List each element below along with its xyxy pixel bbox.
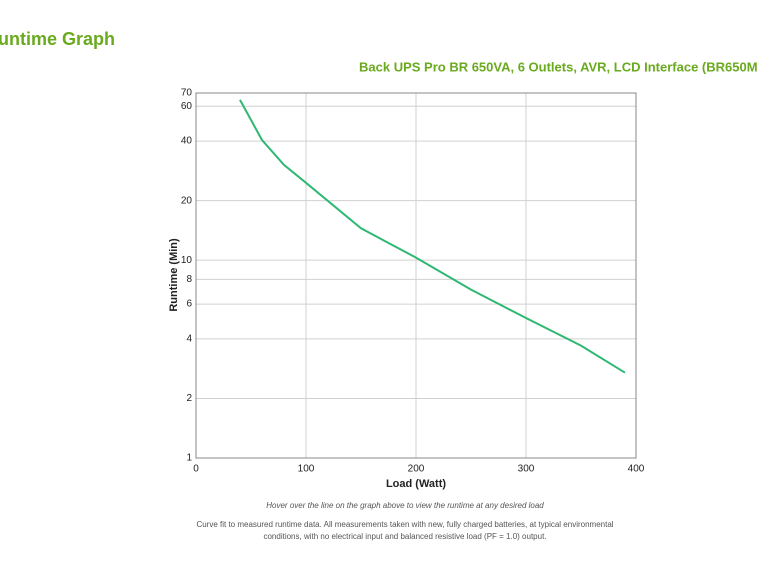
y-tick-label: 10 xyxy=(181,255,193,266)
x-tick-label: 100 xyxy=(298,464,315,475)
hint: Hover over the line on the graph above t… xyxy=(266,501,544,510)
footnote: Curve fit to measured runtime data. All … xyxy=(196,520,613,529)
x-tick-label: 200 xyxy=(408,464,425,475)
y-tick-label: 1 xyxy=(186,453,192,464)
y-tick-label: 8 xyxy=(186,274,192,285)
y-tick-label: 60 xyxy=(181,101,193,112)
page-title: untime Graph xyxy=(0,29,115,49)
y-axis-label: Runtime (Min) xyxy=(168,238,180,312)
y-tick-label: 40 xyxy=(181,136,193,147)
y-tick-label: 2 xyxy=(186,393,192,404)
y-tick-label: 6 xyxy=(186,299,192,310)
y-tick-label: 70 xyxy=(181,88,193,99)
x-axis-label: Load (Watt) xyxy=(386,478,446,490)
chart-subtitle: Back UPS Pro BR 650VA, 6 Outlets, AVR, L… xyxy=(359,59,758,74)
y-tick-label: 4 xyxy=(186,334,192,345)
x-tick-label: 400 xyxy=(628,464,645,475)
x-tick-label: 0 xyxy=(193,464,199,475)
footnote: conditions, with no electrical input and… xyxy=(263,532,546,541)
runtime-line xyxy=(239,99,626,374)
y-tick-label: 20 xyxy=(181,195,193,206)
plot-frame xyxy=(195,92,637,459)
x-tick-label: 300 xyxy=(518,464,535,475)
